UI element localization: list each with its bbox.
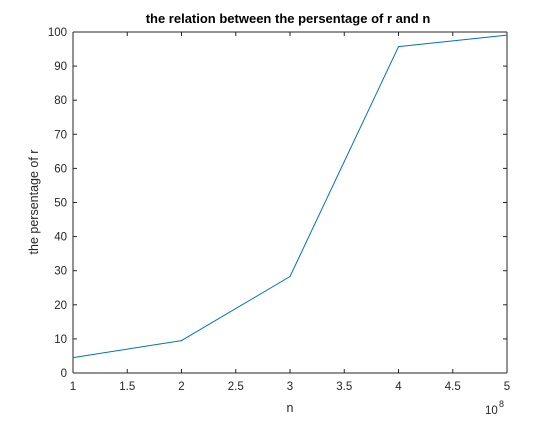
- y-tick-label: 10: [54, 334, 67, 346]
- data-point: [506, 34, 508, 36]
- y-tick-label: 50: [54, 198, 67, 210]
- y-axis-label: the persentage of r: [27, 150, 41, 255]
- y-tick-label: 20: [54, 300, 67, 312]
- x-axis-label: n: [287, 401, 294, 415]
- data-point: [72, 357, 74, 359]
- x-tick-label: 1.5: [119, 381, 135, 393]
- y-tick-label: 90: [54, 61, 67, 73]
- y-tick-label: 80: [54, 95, 67, 107]
- data-point: [397, 46, 400, 48]
- x-exponent-power: 8: [499, 399, 504, 409]
- x-tick-label: 1: [70, 381, 76, 393]
- y-tick-label: 40: [54, 232, 67, 244]
- data-point: [180, 340, 183, 342]
- plot-area: [73, 32, 507, 373]
- x-tick-label: 5: [504, 381, 510, 393]
- x-tick-label: 4.5: [445, 381, 461, 393]
- x-tick-label: 2.5: [228, 381, 244, 393]
- x-tick-label: 3: [287, 381, 293, 393]
- y-tick-label: 70: [54, 129, 67, 141]
- x-tick-label: 2: [178, 381, 184, 393]
- x-tick-label: 3.5: [336, 381, 352, 393]
- chart-title: the relation between the persentage of r…: [146, 11, 431, 26]
- x-exponent-base: 10: [485, 405, 498, 417]
- y-tick-label: 0: [61, 368, 67, 380]
- y-tick-label: 30: [54, 266, 67, 278]
- plot-axes: [72, 31, 508, 374]
- y-tick-label: 100: [48, 27, 67, 39]
- x-tick-label: 4: [395, 381, 402, 393]
- y-tick-label: 60: [54, 163, 67, 175]
- data-series: [72, 34, 508, 359]
- data-point: [289, 275, 291, 278]
